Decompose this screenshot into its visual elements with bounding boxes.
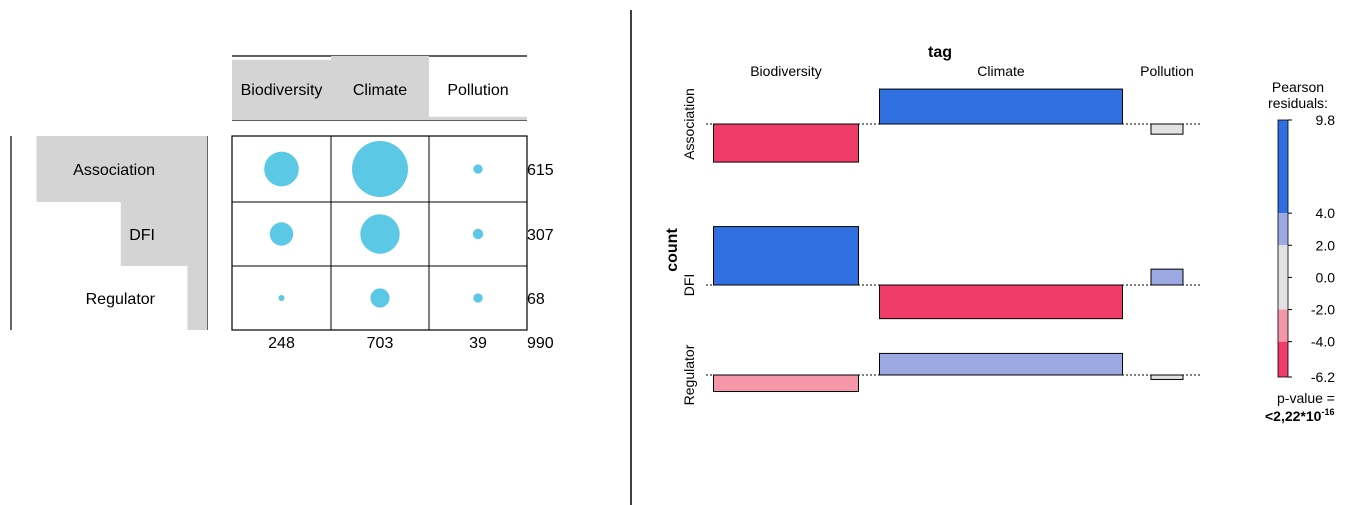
balloon-grid: [231, 135, 528, 331]
residual-bar: [879, 352, 1123, 376]
p-value-number: <2,22*10-16: [1265, 407, 1334, 424]
row-label: Association: [681, 88, 697, 160]
residual-bar: [713, 226, 859, 286]
legend-title-line-1: Pearson: [1272, 79, 1324, 95]
row-header-label: DFI: [129, 227, 155, 244]
balloon: [352, 141, 408, 197]
balloon: [473, 164, 483, 174]
legend-band: [1278, 341, 1288, 377]
association-plot: tag count Biodiversity Climate Pollution A…: [664, 44, 1200, 405]
legend-tick-label: 9.8: [1316, 112, 1336, 128]
column-label: Pollution: [1140, 63, 1194, 79]
column-header-label: Climate: [353, 82, 407, 99]
row-headers: Association DFI Regulator: [10, 136, 208, 330]
legend-band: [1278, 120, 1288, 214]
column-total: 248: [268, 335, 295, 352]
row-header-label: Regulator: [86, 291, 156, 308]
column-total: 703: [367, 335, 394, 352]
legend-band: [1278, 309, 1288, 342]
row-header-label: Association: [73, 162, 155, 179]
column-header-bar: [331, 56, 429, 120]
column-header-label: Pollution: [447, 82, 508, 99]
residual-bars: [713, 88, 1184, 393]
row-total: 307: [527, 227, 554, 244]
balloon: [370, 288, 390, 308]
chart-title: tag: [928, 44, 952, 61]
row-label: DFI: [681, 274, 697, 297]
residual-bar: [713, 123, 859, 163]
column-header-bar: [429, 116, 527, 120]
legend-tick-label: -2.0: [1311, 302, 1335, 318]
row-total: 615: [527, 162, 554, 179]
y-axis-label: count: [664, 228, 681, 272]
legend-band: [1278, 245, 1288, 310]
totals: 615 307 68 248 703 39 990: [268, 162, 554, 352]
row-header-bar: [36, 136, 208, 202]
balloon: [269, 222, 294, 246]
balloons: [264, 141, 484, 308]
legend-band: [1278, 213, 1288, 246]
residual-bar: [879, 284, 1123, 320]
legend: Pearson residuals: 9.8 4.0 2.0 0.0 -2.0 -4.0 -…: [1265, 79, 1335, 424]
row-label: Regulator: [681, 344, 697, 405]
p-value-label: p-value =: [1277, 390, 1335, 406]
legend-bar-border: [1277, 119, 1289, 378]
legend-tick-label: 4.0: [1316, 205, 1336, 221]
legend-tick-label: 0.0: [1316, 269, 1336, 285]
balloon: [473, 293, 483, 303]
legend-color-bands: [1277, 119, 1289, 378]
column-labels: Biodiversity Climate Pollution: [750, 63, 1194, 79]
legend-tick-label: 2.0: [1316, 237, 1336, 253]
legend-tick-label: -6.2: [1311, 369, 1335, 385]
residual-bar: [879, 88, 1123, 125]
column-header-bar: [232, 59, 331, 120]
column-label: Climate: [977, 63, 1025, 79]
p-value-exponent: -16: [1321, 407, 1334, 417]
residual-bar: [1150, 374, 1184, 380]
row-header-bar: [120, 202, 207, 266]
balloon-plot: Biodiversity Climate Pollution Association…: [10, 55, 554, 352]
legend-ticks: 9.8 4.0 2.0 0.0 -2.0 -4.0 -6.2: [1288, 112, 1335, 385]
column-total: 39: [469, 335, 487, 352]
row-total: 68: [527, 291, 545, 308]
column-label: Biodiversity: [750, 63, 822, 79]
residual-bar: [1150, 123, 1184, 135]
balloon: [360, 214, 400, 254]
balloon: [264, 151, 299, 187]
p-value-base: <2,22*10: [1265, 408, 1322, 424]
balloon: [472, 228, 484, 240]
column-headers: Biodiversity Climate Pollution: [232, 55, 527, 121]
row-labels: Association DFI Regulator: [681, 88, 697, 405]
grid-border: [231, 135, 528, 331]
column-header-label: Biodiversity: [241, 82, 323, 99]
balloon: [278, 295, 285, 301]
residual-bar: [1150, 268, 1184, 286]
residual-bar: [713, 374, 859, 393]
grand-total: 990: [527, 335, 554, 352]
legend-tick-label: -4.0: [1311, 334, 1335, 350]
row-header-bar: [187, 266, 207, 330]
legend-title-line-2: residuals:: [1268, 95, 1328, 111]
